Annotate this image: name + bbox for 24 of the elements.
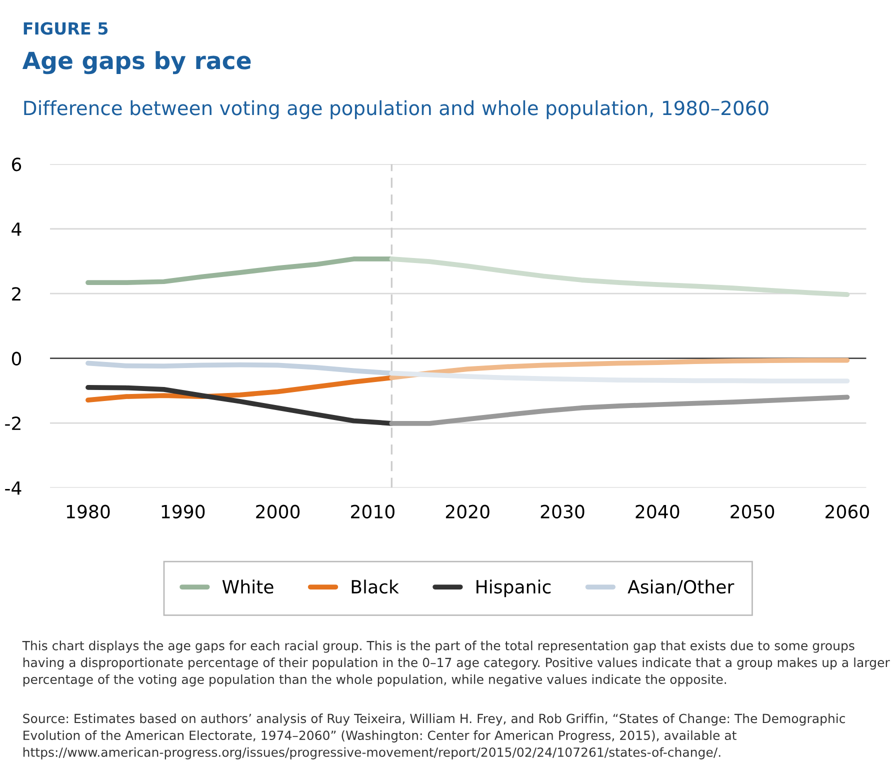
x-tick-label: 1980 — [66, 504, 110, 518]
legend-label: Asian/Other — [628, 580, 734, 596]
x-tick-label: 2050 — [730, 504, 774, 518]
chart-title: Age gaps by race — [22, 51, 251, 74]
y-tick-label: -2 — [5, 416, 20, 430]
y-tick-label: 6 — [12, 158, 22, 172]
x-tick-label: 1990 — [162, 504, 205, 518]
caption: FIGURE 5 — [24, 22, 108, 35]
legend-label: Black — [352, 580, 399, 594]
y-tick-label: 0 — [12, 352, 22, 366]
y-tick-label: 2 — [12, 287, 20, 300]
text: This chart displays the age gaps for each racial group. This is the part of the total representation gap that exists due to some groups having a disproportionate percentage of their population in the 0–17 age category. Positive values indicate that a group makes up a larger percentage of the voting age population than the whole population, while negative values indicate the opposite. — [22, 640, 890, 686]
source-note: Source: Estimates based on authors’ analysis of Ruy Teixeira, William H. Frey, and Rob Griffin, “States of Change: The Demographic Evolution of the American Electorate, 1974–2060” (Washington: Center for American Progress, 2015), available at https://www.american-progress.org/issues/progressive-movement/report/2015/02/24/107261/states-of-change/. — [23, 714, 845, 760]
x-tick-label: 2060 — [826, 504, 870, 518]
x-tick-label: 2020 — [446, 504, 490, 518]
chart-subtitle: Difference between voting age population and whole population, 1980–2060 — [24, 100, 768, 120]
legend-label: Hispanic — [476, 580, 551, 598]
x-tick-label: 2010 — [351, 504, 394, 518]
legend-label: White — [222, 580, 274, 594]
y-tick-label: 4 — [12, 222, 22, 236]
y-tick-label: -4 — [5, 482, 22, 495]
x-tick-label: 2040 — [636, 504, 680, 518]
x-tick-label: 2030 — [540, 504, 584, 518]
x-tick-label: 2000 — [256, 504, 300, 518]
